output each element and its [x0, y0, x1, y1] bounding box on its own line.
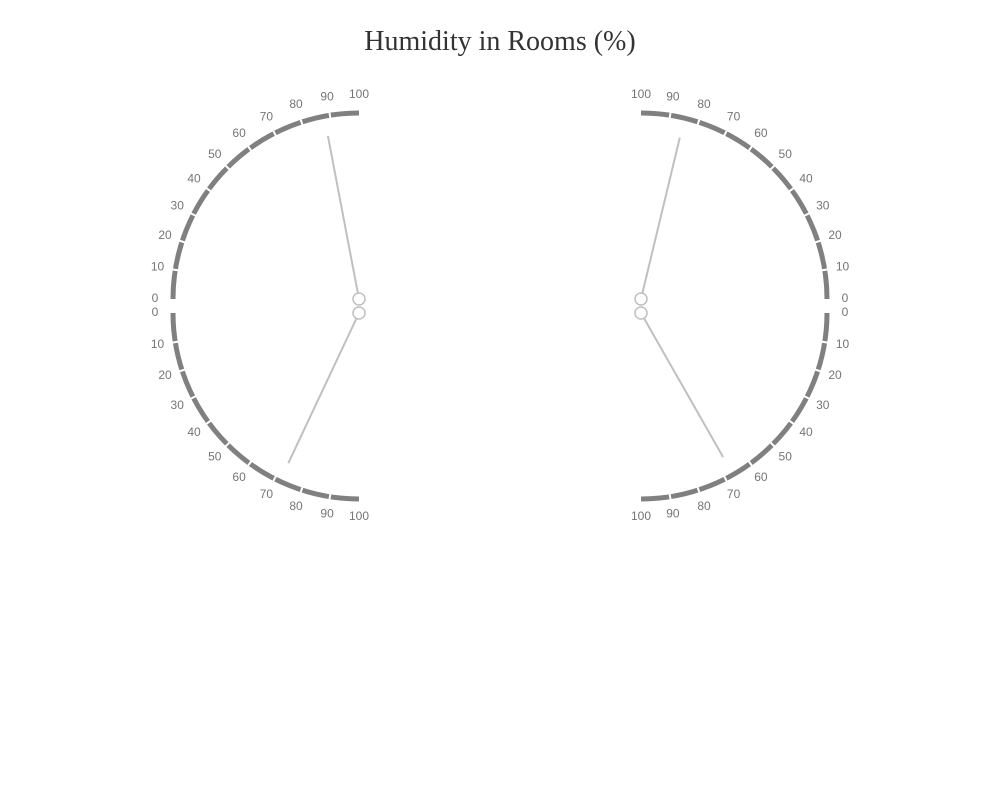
gauge-tick-label-right-upper: 100	[631, 87, 651, 101]
gauge-tick-right-upper-70	[722, 129, 729, 138]
gauge-tick-label-left-lower: 20	[158, 368, 172, 382]
gauge-tick-label-right-lower: 40	[799, 425, 813, 439]
gauge-tick-label-right-lower: 30	[816, 398, 830, 412]
gauge-tick-label-left-upper: 90	[320, 90, 334, 104]
gauge-tick-label-right-lower: 70	[727, 487, 741, 501]
gauge-tick-right-lower-90	[668, 492, 672, 501]
gauge-tick-left-lower-10	[171, 340, 180, 344]
gauge-tick-right-upper-50	[768, 163, 777, 172]
gauge-tick-label-right-lower: 20	[828, 368, 842, 382]
gauge-hub-left-upper	[352, 292, 366, 306]
gauge-tick-label-left-upper: 80	[289, 97, 303, 111]
gauge-tick-left-upper-30	[189, 211, 198, 218]
gauge-tick-right-upper-30	[802, 211, 811, 218]
gauge-tick-left-lower-30	[189, 394, 198, 401]
gauge-tick-label-left-lower: 0	[152, 305, 159, 319]
gauge-tick-label-right-lower: 50	[779, 449, 793, 463]
gauge-tick-label-right-upper: 40	[799, 171, 813, 185]
gauge-tick-label-left-upper: 60	[232, 126, 246, 140]
gauge-tick-right-upper-60	[747, 144, 754, 153]
gauge-tick-right-lower-50	[768, 440, 777, 449]
gauge-arc-right-lower	[640, 312, 830, 502]
gauge-tick-label-left-upper: 70	[260, 109, 274, 123]
gauge-tick-label-left-upper: 30	[171, 199, 185, 213]
gauge-tick-left-upper-80	[299, 117, 304, 127]
gauge-tick-label-right-upper: 20	[828, 228, 842, 242]
gauge-tick-left-lower-20	[177, 368, 187, 373]
gauge-tick-label-left-upper: 10	[151, 259, 165, 273]
gauge-tick-right-lower-20	[813, 368, 823, 373]
gauge-tick-right-upper-80	[696, 117, 701, 127]
gauge-arc-left-lower	[170, 312, 360, 502]
gauge-tick-left-upper-70	[271, 129, 278, 138]
gauge-tick-label-left-lower: 40	[187, 425, 201, 439]
gauge-tick-label-left-upper: 0	[152, 291, 159, 305]
gauge-needle-left-upper	[326, 135, 360, 300]
gauge-tick-left-upper-10	[171, 268, 180, 272]
gauge-tick-label-right-lower: 100	[631, 509, 651, 523]
gauge-tick-label-right-upper: 30	[816, 199, 830, 213]
gauge-tick-label-right-upper: 0	[842, 291, 849, 305]
gauge-tick-label-left-upper: 50	[208, 147, 222, 161]
gauge-tick-label-left-lower: 50	[208, 449, 222, 463]
gauge-tick-label-left-lower: 90	[320, 507, 334, 521]
gauge-tick-right-lower-30	[802, 394, 811, 401]
gauge-arc-left-upper	[170, 110, 360, 300]
gauge-tick-left-upper-40	[204, 186, 213, 193]
gauge-tick-left-upper-60	[246, 144, 253, 153]
gauge-tick-left-upper-20	[177, 239, 187, 244]
gauge-tick-label-right-upper: 60	[754, 126, 768, 140]
gauge-tick-right-lower-40	[787, 419, 796, 426]
gauge-tick-left-lower-90	[328, 492, 332, 501]
gauge-tick-label-left-lower: 100	[349, 509, 369, 523]
gauge-tick-right-lower-10	[820, 340, 829, 344]
gauge-tick-label-right-upper: 50	[779, 147, 793, 161]
gauge-tick-label-left-upper: 40	[187, 171, 201, 185]
gauge-tick-left-lower-70	[271, 474, 278, 483]
gauge-tick-right-upper-10	[820, 268, 829, 272]
gauge-hub-right-upper	[634, 292, 648, 306]
gauge-hub-left-lower	[352, 306, 366, 320]
gauge-tick-label-right-lower: 90	[666, 507, 680, 521]
gauge-tick-label-left-lower: 70	[260, 487, 274, 501]
gauge-tick-left-upper-50	[223, 163, 232, 172]
gauge-tick-right-lower-70	[722, 474, 729, 483]
gauge-needle-right-upper	[640, 137, 681, 300]
gauge-tick-right-upper-20	[813, 239, 823, 244]
chart-title: Humidity in Rooms (%)	[364, 26, 636, 57]
gauge-tick-label-right-upper: 80	[697, 97, 711, 111]
gauge-tick-label-left-lower: 60	[232, 470, 246, 484]
gauge-tick-label-left-lower: 80	[289, 499, 303, 513]
gauge-tick-left-upper-90	[328, 111, 332, 120]
gauge-tick-left-lower-50	[223, 440, 232, 449]
gauge-tick-label-left-lower: 30	[171, 398, 185, 412]
gauge-needle-right-lower	[640, 312, 725, 458]
gauge-tick-label-right-lower: 80	[697, 499, 711, 513]
gauge-tick-label-right-lower: 10	[836, 337, 850, 351]
gauge-tick-label-left-upper: 20	[158, 228, 172, 242]
gauge-needle-left-lower	[287, 312, 360, 464]
gauge-tick-right-lower-80	[696, 485, 701, 495]
gauge-tick-label-left-lower: 10	[151, 337, 165, 351]
gauge-tick-label-right-upper: 90	[666, 90, 680, 104]
gauge-tick-right-upper-40	[787, 186, 796, 193]
gauge-tick-label-right-lower: 60	[754, 470, 768, 484]
gauge-hub-right-lower	[634, 306, 648, 320]
gauge-arc-right-upper	[640, 110, 830, 300]
gauge-tick-label-right-lower: 0	[842, 305, 849, 319]
gauge-tick-right-upper-90	[668, 111, 672, 120]
gauge-tick-right-lower-60	[747, 459, 754, 468]
gauge-tick-label-left-upper: 100	[349, 87, 369, 101]
gauge-tick-left-lower-40	[204, 419, 213, 426]
gauge-tick-label-right-upper: 70	[727, 109, 741, 123]
gauge-tick-label-right-upper: 10	[836, 259, 850, 273]
gauge-tick-left-lower-60	[246, 459, 253, 468]
gauge-tick-left-lower-80	[299, 485, 304, 495]
